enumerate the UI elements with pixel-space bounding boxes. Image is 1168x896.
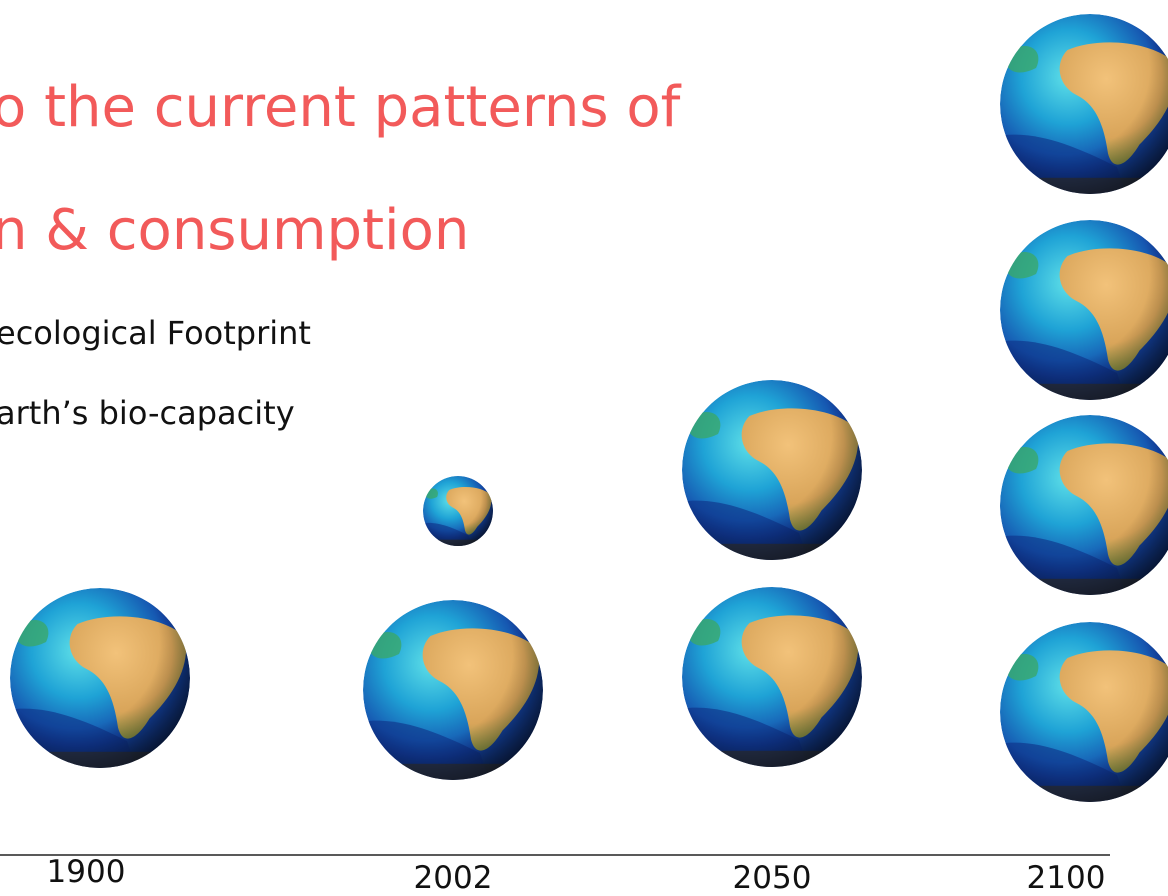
bullet: arth’s bio-capacity xyxy=(0,394,295,432)
globe xyxy=(423,476,493,550)
globe xyxy=(1000,220,1168,411)
globe xyxy=(1000,415,1168,606)
year-label: 2100 xyxy=(1027,860,1106,896)
globe xyxy=(682,587,862,778)
year-label: 1900 xyxy=(47,854,126,890)
globe xyxy=(1000,622,1168,813)
title-line: o the current patterns of xyxy=(0,75,682,140)
bullet: ecological Footprint xyxy=(0,314,311,352)
year-label: 2050 xyxy=(733,860,812,896)
title-line: n & consumption xyxy=(0,198,469,263)
globe xyxy=(1000,14,1168,205)
year-label: 2002 xyxy=(414,860,493,896)
globe xyxy=(363,600,543,791)
globe xyxy=(10,588,190,779)
globe xyxy=(682,380,862,571)
